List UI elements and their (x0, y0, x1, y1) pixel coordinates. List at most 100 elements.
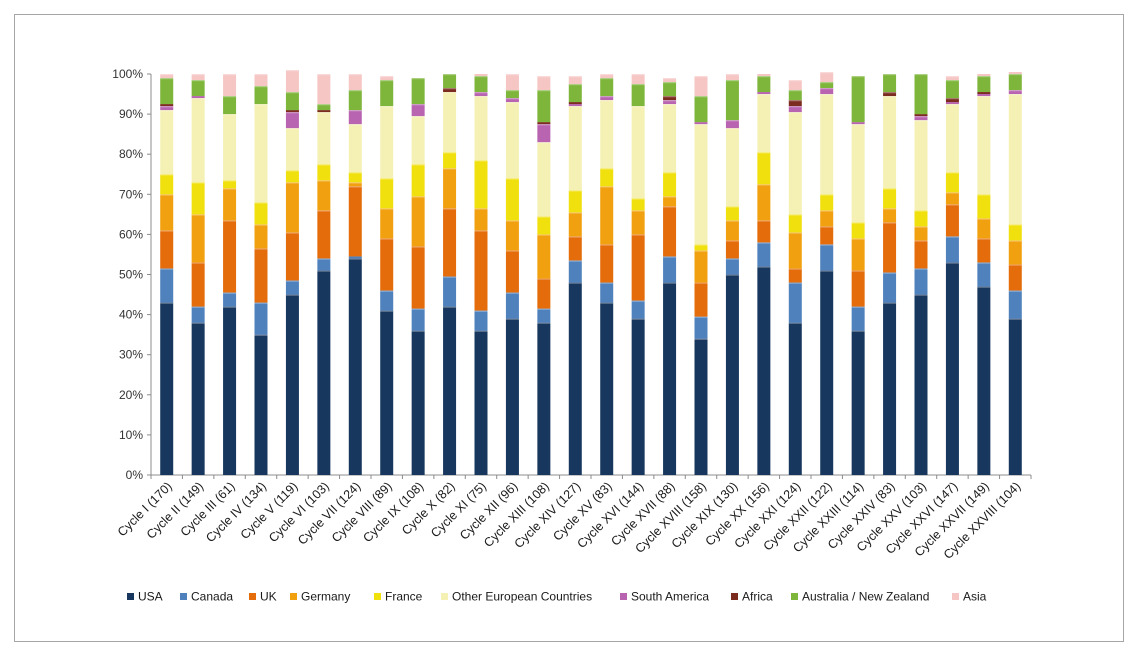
bar-stack (505, 74, 519, 475)
bar-segment-highlight (600, 302, 614, 304)
bar-segment (725, 220, 739, 241)
bar-segment (568, 282, 582, 475)
bar-segment-highlight (977, 286, 991, 288)
bar-segment-highlight (443, 276, 457, 278)
bar-segment (631, 318, 645, 475)
bar-segment (160, 74, 174, 79)
legend-item: Asia (952, 590, 987, 604)
bar-segment (443, 88, 457, 93)
bar-segment-highlight (1008, 318, 1022, 320)
bar-segment-highlight (285, 294, 299, 296)
bar-segment (254, 74, 268, 87)
bar-segment (191, 74, 205, 81)
bars (160, 69, 1022, 475)
bar-segment (725, 274, 739, 475)
bar-segment-highlight (443, 208, 457, 210)
bar-segment (1008, 240, 1022, 265)
bar-segment (631, 74, 645, 85)
legend-swatch (791, 593, 798, 600)
bar-segment (1008, 264, 1022, 291)
bar-segment (380, 310, 394, 475)
bar-segment (914, 114, 928, 117)
bar-segment (663, 206, 677, 257)
bar-segment-highlight (254, 74, 268, 76)
bar-segment (631, 106, 645, 199)
bar-segment (820, 194, 834, 211)
legend-item: USA (127, 590, 163, 604)
bar-segment-highlight (600, 78, 614, 80)
bar-segment (285, 69, 299, 93)
bar-segment (851, 124, 865, 223)
legend-label: Australia / New Zealand (802, 590, 929, 604)
bar-stack (160, 74, 174, 475)
bar-segment (474, 230, 488, 311)
bar-segment-highlight (505, 102, 519, 104)
bar-segment-highlight (851, 306, 865, 308)
bar-segment (1008, 71, 1022, 74)
bar-segment-highlight (254, 104, 268, 106)
bar-segment (757, 76, 771, 93)
bar-segment-highlight (537, 278, 551, 280)
bar-stack (725, 74, 739, 475)
bar-segment (537, 76, 551, 91)
bar-segment (474, 310, 488, 331)
bar-segment (725, 120, 739, 129)
bar-segment-highlight (317, 210, 331, 212)
bar-segment-highlight (694, 282, 708, 284)
bar-segment (663, 104, 677, 173)
bar-segment (505, 250, 519, 293)
bar-segment (725, 258, 739, 275)
bar-segment-highlight (348, 110, 362, 112)
bar-segment (788, 80, 802, 91)
bar-segment-highlight (474, 92, 488, 94)
bar-segment (694, 250, 708, 283)
bar-segment-highlight (380, 208, 394, 210)
bar-segment (285, 128, 299, 171)
bar-segment-highlight (694, 96, 708, 98)
bar-segment (914, 240, 928, 269)
bar-segment-highlight (537, 76, 551, 78)
bar-segment (757, 92, 771, 95)
bar-segment-highlight (285, 69, 299, 72)
bar-segment (474, 96, 488, 161)
bar-segment (160, 194, 174, 231)
bar-segment-highlight (191, 182, 205, 184)
bar-segment (254, 334, 268, 475)
bar-segment-highlight (254, 202, 268, 204)
bar-segment-highlight (820, 270, 834, 272)
bar-segment-highlight (254, 248, 268, 250)
bar-segment (600, 78, 614, 97)
bar-segment-highlight (883, 222, 897, 224)
bar-stack (380, 76, 394, 475)
bar-segment (160, 268, 174, 303)
bar-segment (411, 246, 425, 309)
bar-segment-highlight (914, 120, 928, 122)
bar-segment (914, 74, 928, 115)
bar-segment (977, 92, 991, 95)
bar-segment (820, 210, 834, 227)
bar-segment-highlight (883, 74, 897, 76)
bar-segment (945, 192, 959, 205)
bar-segment (788, 232, 802, 269)
bar-segment (788, 112, 802, 215)
bar-segment-highlight (191, 306, 205, 308)
bar-segment-highlight (505, 292, 519, 294)
bar-segment (757, 220, 771, 243)
legend-swatch (952, 593, 959, 600)
bar-segment (663, 256, 677, 283)
bar-segment (474, 74, 488, 77)
bar-segment-highlight (411, 78, 425, 80)
bar-segment-highlight (223, 220, 237, 222)
bar-segment (757, 266, 771, 475)
bar-segment-highlight (631, 300, 645, 302)
bar-segment (537, 234, 551, 279)
bar-segment-highlight (977, 96, 991, 98)
bar-segment (977, 286, 991, 475)
bar-segment-highlight (348, 182, 362, 184)
legend-label: USA (138, 590, 163, 604)
bar-segment (820, 244, 834, 271)
bar-segment-highlight (788, 322, 802, 324)
bar-segment-highlight (348, 74, 362, 76)
bar-segment (380, 178, 394, 209)
legend-item: South America (620, 590, 709, 604)
